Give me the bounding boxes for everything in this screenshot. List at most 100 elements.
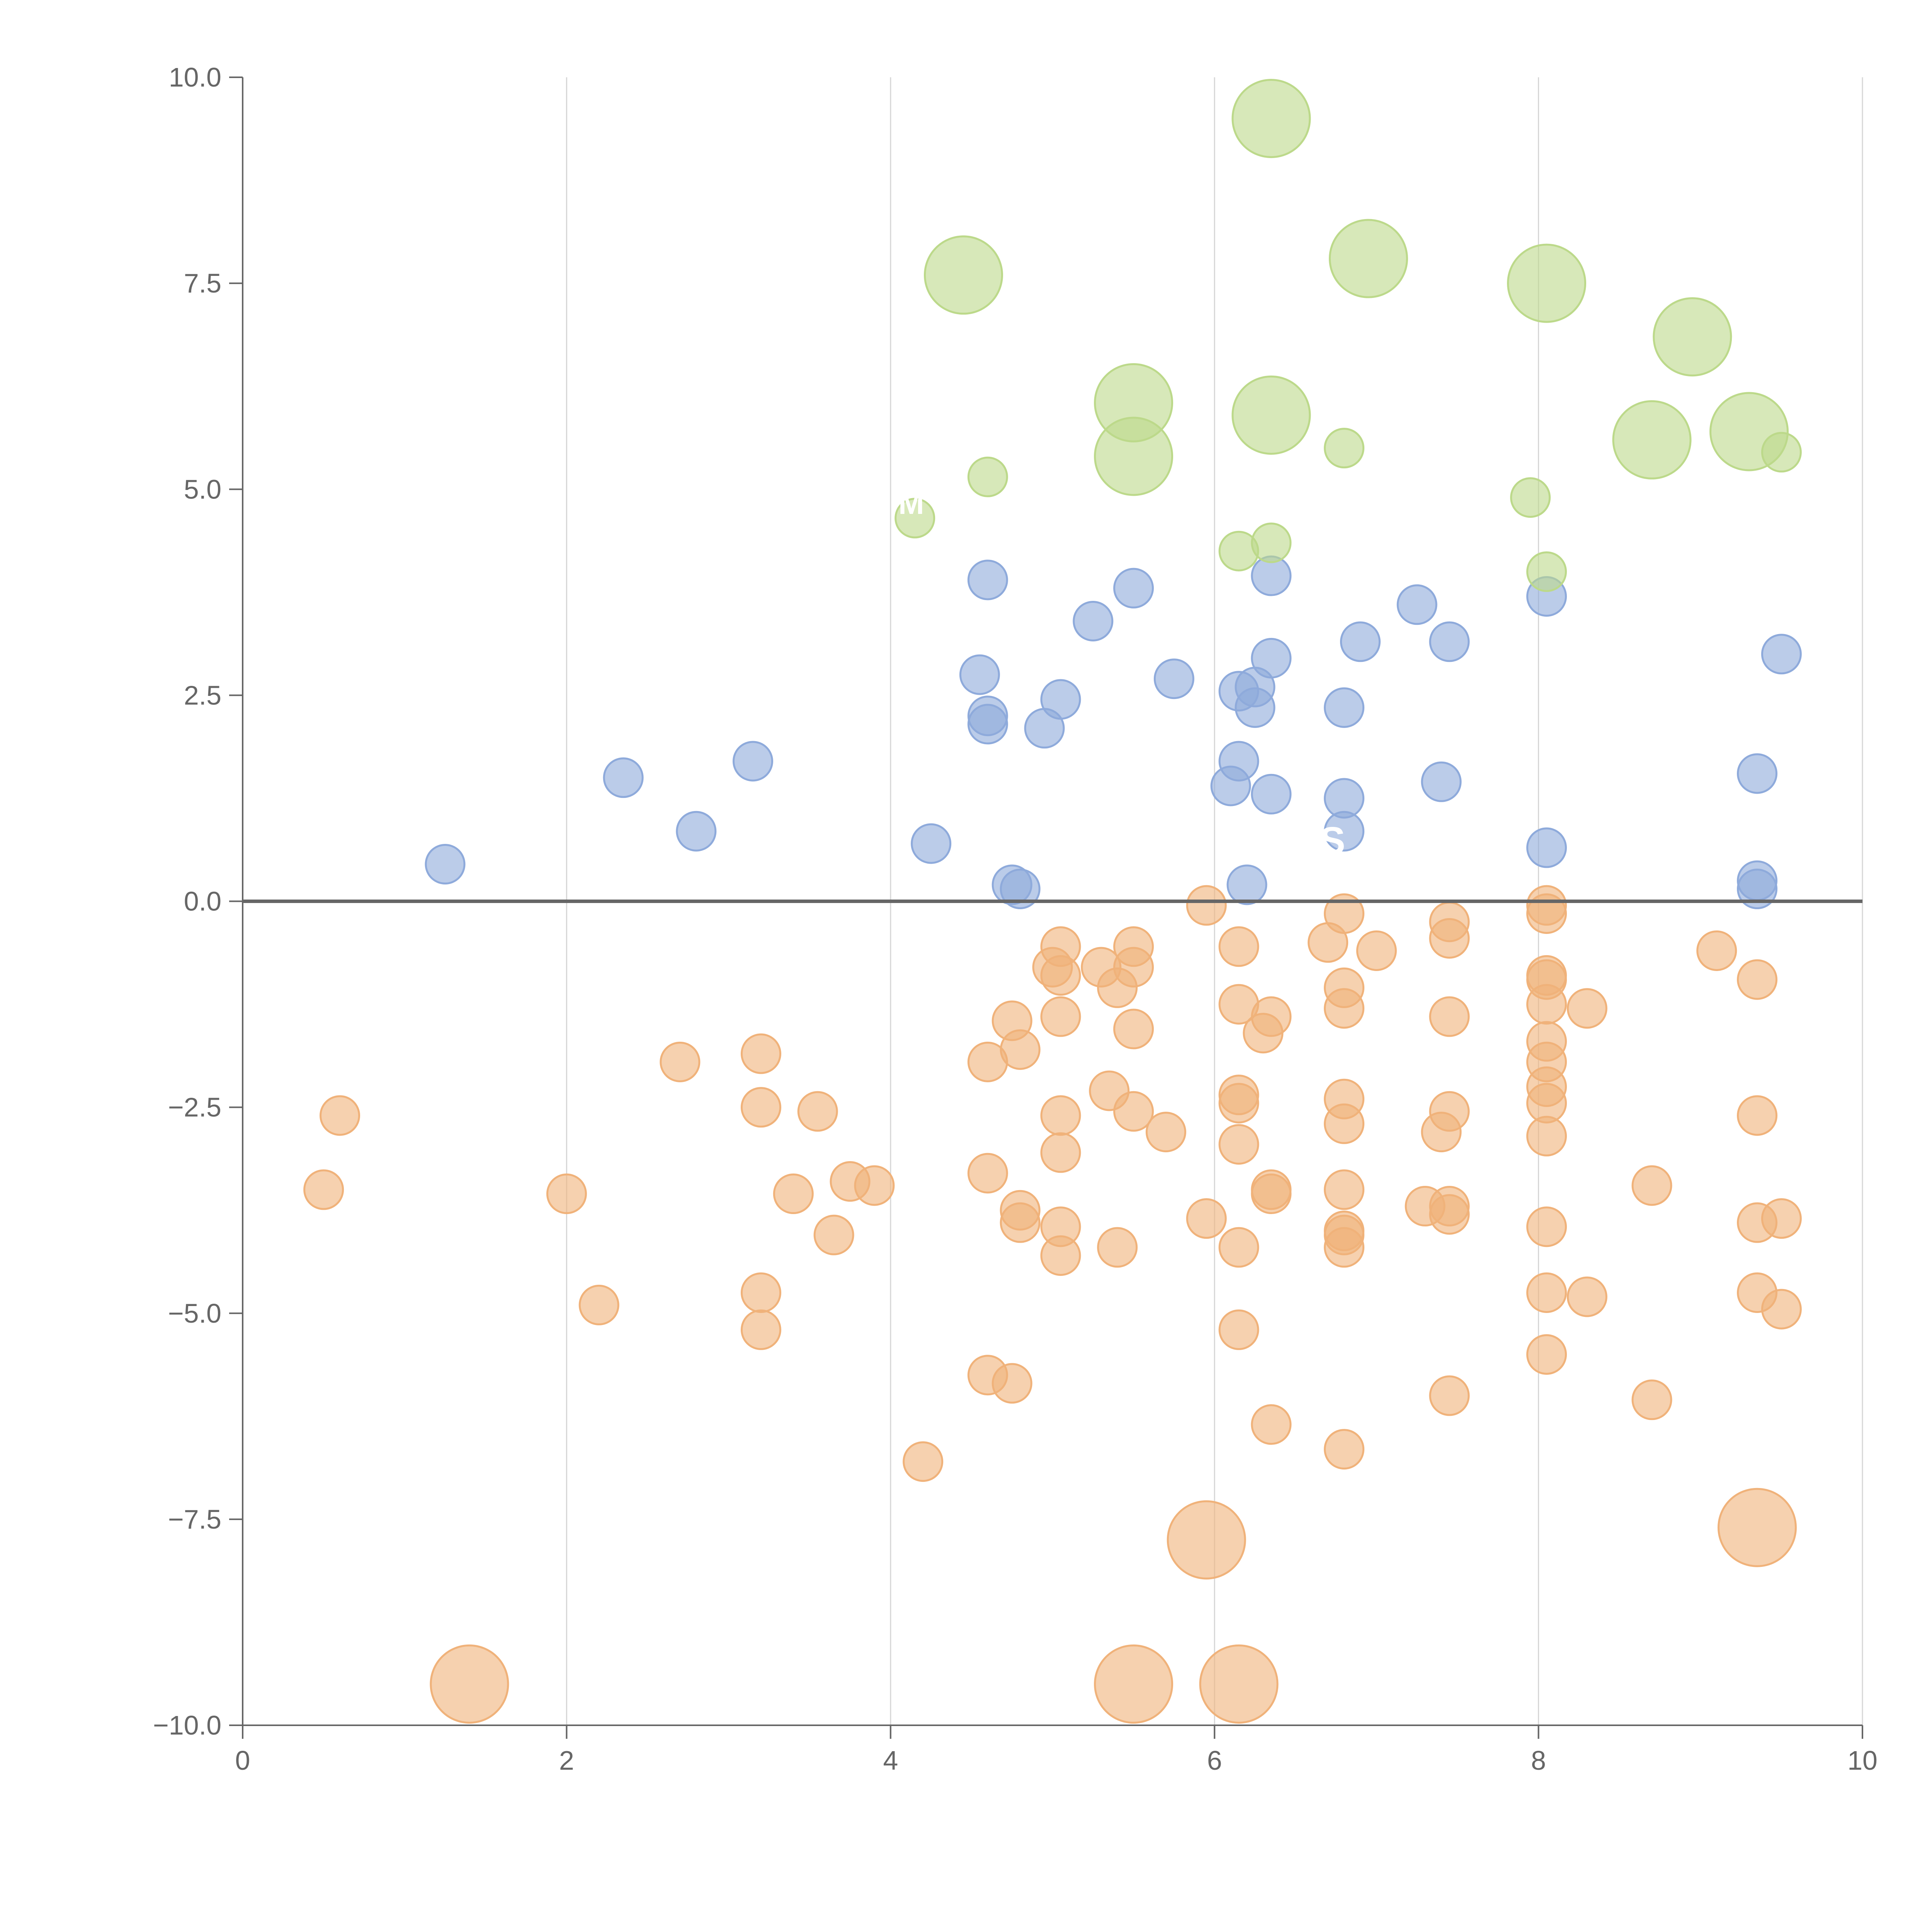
x-tick-label: 2	[559, 1745, 574, 1776]
bubble-point-negative	[1631, 1165, 1672, 1206]
bubble-point-positive-low	[1235, 687, 1276, 728]
bubble-point-positive-high	[1761, 432, 1802, 473]
bubble-point-positive-low	[603, 757, 644, 798]
bubble-point-negative	[1526, 1334, 1567, 1375]
bubble-point-negative	[1696, 930, 1737, 971]
bubble-point-positive-high	[1526, 551, 1567, 592]
bubble-point-positive-low	[1113, 568, 1154, 609]
bubble-point-negative	[1566, 1276, 1607, 1317]
bubble-point-positive-high	[1653, 297, 1732, 377]
bubble-point-positive-low	[1761, 634, 1802, 675]
bubble-point-positive-high	[1324, 428, 1365, 469]
bubble-point-negative	[1429, 1091, 1470, 1132]
x-tick-label: 4	[883, 1745, 898, 1776]
bubble-point-negative	[1113, 1091, 1154, 1132]
bubble-point-positive-low	[1737, 753, 1778, 794]
bubble-point-negative	[1761, 1198, 1802, 1239]
bubble-point-negative	[1631, 1379, 1672, 1420]
bubble-point-positive-low	[732, 741, 773, 782]
bubble-point-positive-low	[911, 823, 952, 864]
bubble-point-negative	[1526, 1116, 1567, 1156]
x-tick-label: 10	[1847, 1745, 1878, 1776]
bubble-point-negative	[1429, 1375, 1470, 1416]
bubble-point-negative	[1186, 885, 1227, 926]
bubble-point-negative	[1429, 918, 1470, 959]
bubble-point-negative	[740, 1033, 781, 1074]
bubble-point-negative	[1145, 1112, 1186, 1153]
x-tick-label: 0	[235, 1745, 250, 1776]
bubble-point-negative	[740, 1272, 781, 1313]
bubble-point-negative	[1324, 1429, 1365, 1470]
bubble-point-negative	[1566, 988, 1607, 1029]
bubble-point-negative	[1324, 893, 1365, 934]
y-tick-label: 7.5	[184, 268, 221, 298]
y-tick-label: −2.5	[168, 1092, 221, 1122]
bubble-point-positive-high	[1251, 522, 1292, 563]
y-tick-label: 2.5	[184, 680, 221, 710]
bubble-point-positive-low	[1396, 584, 1437, 625]
annotation-label-m: M	[898, 486, 924, 520]
bubble-point-negative	[578, 1284, 619, 1325]
y-tick-label: −5.0	[168, 1298, 221, 1328]
bubble-point-negative	[1526, 1272, 1567, 1313]
bubble-point-negative	[1218, 1083, 1259, 1124]
bubble-point-positive-low	[1073, 600, 1114, 641]
bubble-point-negative	[1251, 1404, 1292, 1445]
bubble-point-positive-low	[1429, 621, 1470, 662]
bubble-point-positive-low	[1340, 621, 1381, 662]
bubble-point-negative	[740, 1087, 781, 1128]
bubble-point-negative	[1218, 1227, 1259, 1268]
bubble-point-negative	[1251, 1173, 1292, 1214]
bubble-point-positive-low	[1153, 658, 1194, 699]
bubble-point-negative	[660, 1041, 701, 1082]
bubble-point-positive-high	[1328, 219, 1408, 298]
bubble-point-positive-low	[1526, 827, 1567, 868]
bubble-point-negative	[903, 1441, 944, 1482]
bubble-points	[303, 79, 1802, 1724]
bubble-point-positive-high	[1231, 79, 1311, 158]
bubble-point-negative	[1113, 947, 1154, 988]
y-tick-label: −7.5	[168, 1504, 221, 1534]
bubble-point-negative	[1324, 1227, 1365, 1268]
bubble-point-positive-high	[1094, 417, 1173, 496]
bubble-point-negative	[1251, 996, 1292, 1037]
bubble-point-negative	[1000, 1029, 1041, 1070]
bubble-point-negative	[1040, 996, 1081, 1037]
bubble-point-negative	[1000, 1202, 1041, 1243]
bubble-point-positive-low	[1251, 638, 1292, 679]
bubble-point-negative	[1356, 930, 1397, 971]
bubble-point-negative	[1040, 1095, 1081, 1136]
bubble-point-negative	[1094, 1644, 1173, 1724]
bubble-point-positive-high	[1507, 243, 1587, 323]
y-tick-label: 0.0	[184, 886, 221, 917]
bubble-point-negative	[430, 1644, 509, 1724]
bubble-point-negative	[1761, 1289, 1802, 1330]
x-tick-label: 6	[1207, 1745, 1222, 1776]
y-tick-label: 10.0	[169, 62, 221, 92]
bubble-point-positive-low	[676, 811, 717, 852]
bubble-point-positive-low	[1226, 864, 1267, 905]
bubble-point-negative	[1324, 1103, 1365, 1144]
bubble-point-positive-low	[1421, 761, 1462, 802]
bubble-point-negative	[1737, 959, 1778, 1000]
bubble-point-negative	[813, 1214, 854, 1255]
bubble-point-negative	[740, 1309, 781, 1350]
bubble-point-negative	[1526, 893, 1567, 934]
bubble-point-negative	[1218, 1124, 1259, 1165]
bubble-point-positive-low	[959, 654, 1000, 695]
axes: 0 2 4 6 8 10 −10.0 −7.5 −5.0 −2.5 0.0 2.5 5.0 7.5 10.0	[153, 62, 1878, 1776]
bubble-point-positive-high	[1231, 375, 1311, 455]
bubble-point-negative	[1429, 996, 1470, 1037]
bubble-point-positive-high	[1510, 477, 1551, 518]
bubble-point-negative	[854, 1165, 895, 1206]
bubble-point-positive-high	[923, 235, 1003, 315]
bubble-point-positive-high	[1612, 400, 1692, 480]
bubble-point-negative	[1199, 1644, 1279, 1724]
y-tick-label: 5.0	[184, 474, 221, 504]
bubble-point-negative	[1324, 988, 1365, 1029]
bubble-point-negative	[1324, 1169, 1365, 1210]
bubble-point-positive-low	[1324, 778, 1365, 819]
bubble-point-negative	[1097, 1227, 1138, 1268]
bubble-point-negative	[1218, 926, 1259, 967]
